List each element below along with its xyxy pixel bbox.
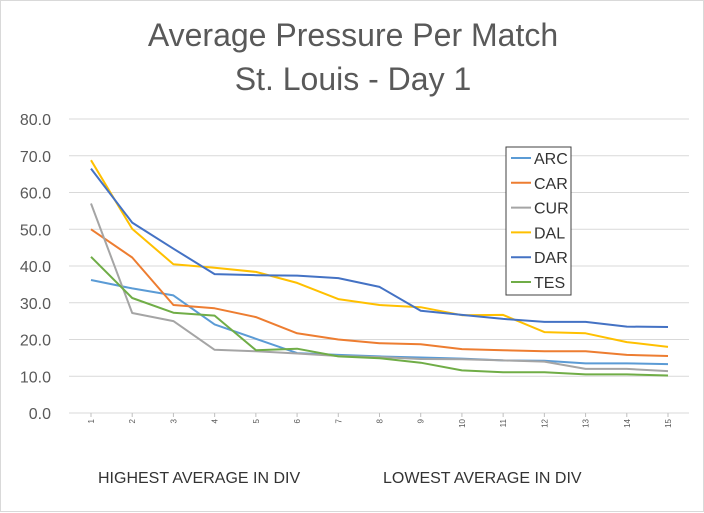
y-tick-label: 60.0 bbox=[20, 186, 51, 203]
series-line-dar bbox=[90, 167, 669, 328]
annotation-lowest: LOWEST AVERAGE IN DIV bbox=[383, 470, 582, 487]
gridlines bbox=[69, 118, 689, 417]
legend: ARC CAR CUR DAL DAR TES bbox=[505, 146, 572, 296]
series-line-car bbox=[90, 228, 669, 357]
x-tick-label: 13 bbox=[582, 418, 591, 427]
x-tick-label: 4 bbox=[211, 418, 220, 423]
x-tick-label: 8 bbox=[376, 418, 385, 423]
y-tick-label: 0.0 bbox=[29, 406, 51, 423]
y-tick-label: 80.0 bbox=[20, 112, 51, 129]
x-tick-label: 5 bbox=[252, 418, 261, 423]
y-tick-label: 20.0 bbox=[20, 333, 51, 350]
x-tick-label: 11 bbox=[499, 418, 508, 427]
legend-label-arc: ARC bbox=[534, 151, 568, 168]
x-tick-label: 6 bbox=[293, 418, 302, 423]
legend-label-cur: CUR bbox=[534, 201, 569, 218]
legend-label-tes: TES bbox=[534, 275, 565, 292]
y-tick-label: 10.0 bbox=[20, 369, 51, 386]
series-line-tes bbox=[90, 256, 669, 377]
x-axis-tick-labels: 1 2 3 4 5 6 7 8 9 10 11 12 13 14 15 bbox=[87, 418, 673, 427]
x-tick-label: 10 bbox=[458, 418, 467, 427]
y-tick-label: 70.0 bbox=[20, 149, 51, 166]
chart-title: Average Pressure Per Match bbox=[148, 17, 558, 53]
x-tick-label: 14 bbox=[623, 418, 632, 427]
x-tick-label: 15 bbox=[664, 418, 673, 427]
series-lines bbox=[90, 159, 669, 377]
y-axis-tick-labels: 0.0 10.0 20.0 30.0 40.0 50.0 60.0 70.0 80.0 bbox=[20, 112, 51, 423]
legend-label-car: CAR bbox=[534, 176, 568, 193]
y-tick-label: 40.0 bbox=[20, 259, 51, 276]
x-tick-label: 9 bbox=[417, 418, 426, 423]
series-line-dal bbox=[90, 159, 669, 348]
legend-label-dar: DAR bbox=[534, 250, 568, 267]
legend-box bbox=[505, 146, 572, 296]
x-tick-label: 1 bbox=[87, 418, 96, 423]
chart-subtitle: St. Louis - Day 1 bbox=[235, 61, 472, 97]
series-line-cur bbox=[90, 203, 669, 373]
annotation-highest: HIGHEST AVERAGE IN DIV bbox=[98, 470, 300, 487]
x-tick-label: 7 bbox=[334, 418, 343, 423]
y-tick-label: 30.0 bbox=[20, 296, 51, 313]
x-tick-label: 3 bbox=[169, 418, 178, 423]
x-tick-label: 2 bbox=[128, 418, 137, 423]
legend-label-dal: DAL bbox=[534, 225, 565, 242]
y-tick-label: 50.0 bbox=[20, 222, 51, 239]
x-tick-label: 12 bbox=[540, 418, 549, 427]
